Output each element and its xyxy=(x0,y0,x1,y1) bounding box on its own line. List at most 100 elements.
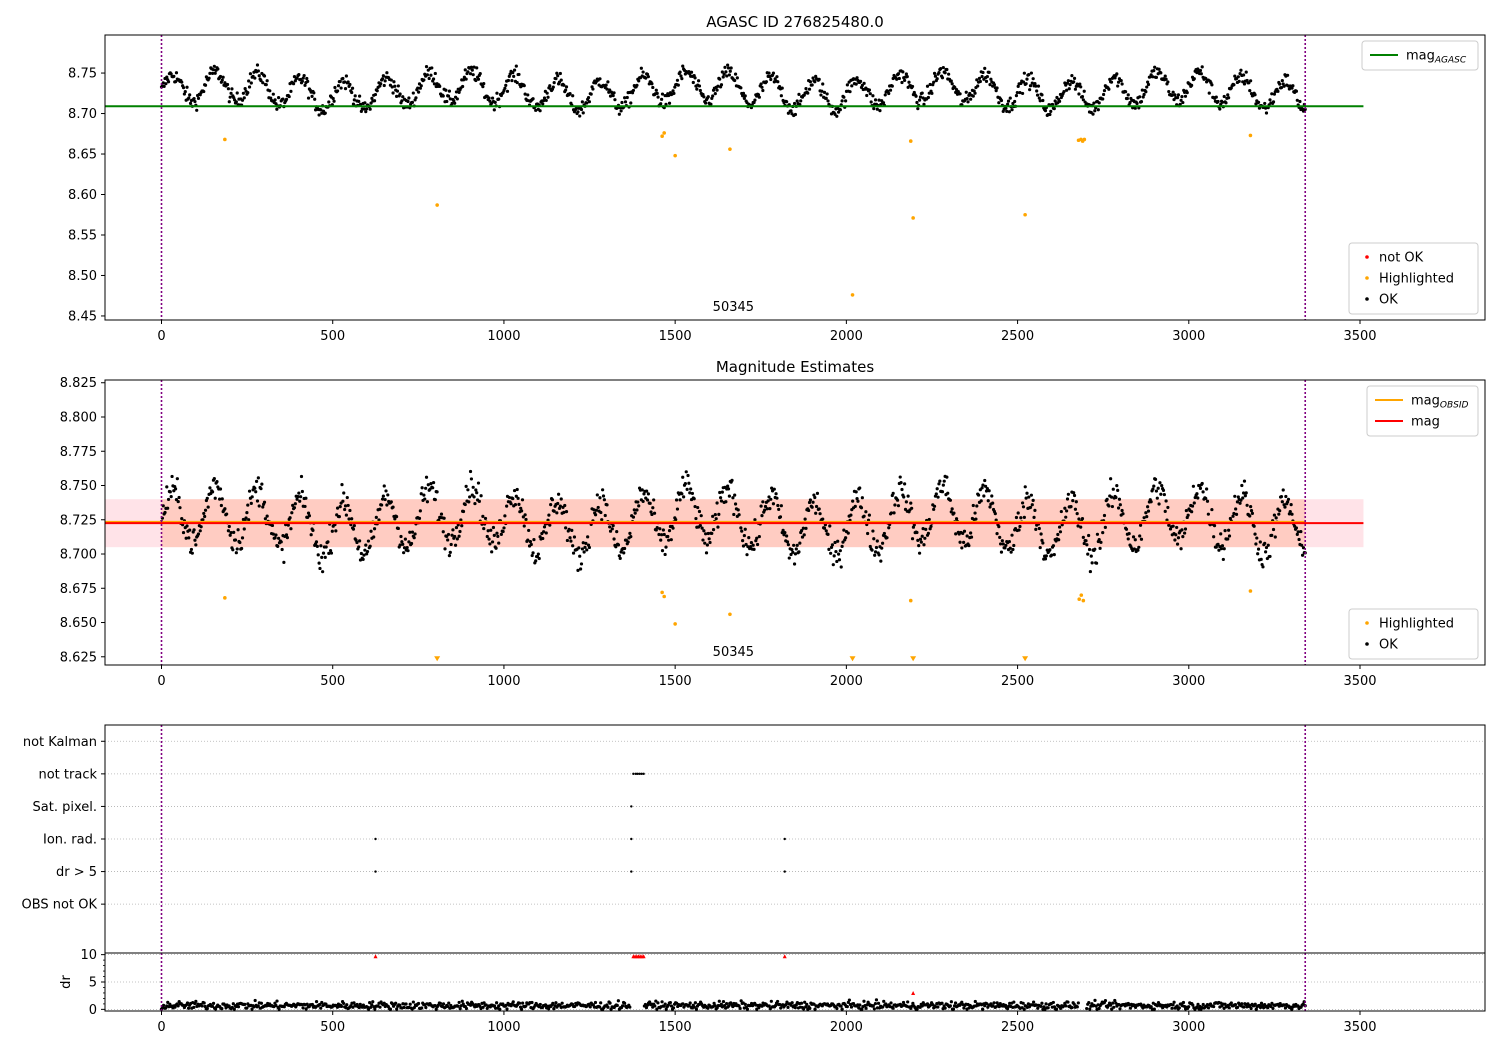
data-point-ok xyxy=(1253,532,1257,536)
data-point-ok xyxy=(309,533,313,537)
data-point-dr xyxy=(304,1007,308,1011)
data-point-ok xyxy=(749,541,754,545)
data-point-ok xyxy=(284,533,289,537)
data-point-ok xyxy=(1192,77,1196,81)
data-point-ok xyxy=(311,528,315,532)
data-point-ok xyxy=(285,536,290,540)
data-point-dr xyxy=(1283,1006,1288,1010)
data-point-ok xyxy=(406,99,410,104)
data-point-ok xyxy=(835,114,839,118)
data-point-ok xyxy=(544,531,548,535)
data-point-ok xyxy=(947,72,951,76)
data-point-flags xyxy=(638,772,641,776)
data-point-ok xyxy=(1004,106,1008,110)
data-point-dr xyxy=(706,1006,710,1010)
data-point-ok xyxy=(538,109,542,113)
data-point-ok xyxy=(856,499,860,503)
data-point-ok xyxy=(755,542,760,547)
data-point-ok xyxy=(635,83,639,87)
data-point-flags xyxy=(642,772,645,776)
data-point-ok xyxy=(1068,83,1072,87)
data-point-dr xyxy=(511,1000,515,1004)
data-point-ok xyxy=(693,76,697,80)
data-point-ok xyxy=(506,78,511,83)
data-point-ok xyxy=(1120,508,1124,513)
data-point-ok xyxy=(347,517,351,521)
data-point-ok xyxy=(249,81,253,85)
data-point-dr xyxy=(1046,1006,1050,1010)
data-point-ok xyxy=(552,81,556,85)
data-point-ok xyxy=(1077,517,1081,521)
data-point-dr xyxy=(1195,1005,1199,1009)
data-point-ok xyxy=(865,93,869,98)
data-point-ok xyxy=(1223,529,1227,533)
data-point-ok xyxy=(1066,492,1070,496)
data-point-ok xyxy=(1207,91,1211,95)
data-point-ok xyxy=(1120,82,1124,86)
data-point-ok xyxy=(531,97,535,101)
x-tick-label: 1500 xyxy=(659,1020,692,1035)
data-point-ok xyxy=(841,540,845,544)
data-point-ok xyxy=(409,541,414,546)
data-point-ok xyxy=(1081,98,1085,102)
data-point-ok xyxy=(975,504,979,508)
data-point-ok xyxy=(679,74,683,78)
data-point-ok xyxy=(978,79,982,84)
data-point-ok xyxy=(319,544,323,548)
data-point-ok xyxy=(1284,494,1288,499)
data-point-ok xyxy=(299,474,304,479)
data-point-ok xyxy=(400,540,404,544)
data-point-dr xyxy=(176,1004,180,1008)
data-point-ok xyxy=(681,475,685,479)
data-point-ok xyxy=(363,101,367,105)
data-point-ok xyxy=(369,101,373,105)
data-point-ok xyxy=(343,87,348,91)
data-point-ok xyxy=(1107,504,1111,508)
data-point-dr xyxy=(644,1005,649,1010)
data-point-ok xyxy=(1263,101,1267,106)
data-point-ok xyxy=(652,511,657,515)
data-point-ok xyxy=(374,515,378,519)
data-point-ok xyxy=(674,518,678,522)
data-point-ok xyxy=(351,527,356,531)
data-point-ok xyxy=(722,72,726,76)
data-point-ok xyxy=(619,109,623,113)
data-point-dr xyxy=(368,1001,372,1005)
data-point-ok xyxy=(261,505,265,509)
data-point-ok xyxy=(1069,505,1073,509)
data-point-ok xyxy=(980,74,984,79)
data-point-ok xyxy=(499,532,503,536)
data-point-dr xyxy=(416,1001,421,1006)
data-point-ok xyxy=(303,504,307,509)
data-point-ok xyxy=(1027,495,1031,499)
data-point-ok xyxy=(673,85,677,89)
data-point-dr xyxy=(1172,1000,1176,1004)
data-point-ok xyxy=(482,526,486,531)
y-tick-label: 8.800 xyxy=(60,410,97,425)
data-point-ok xyxy=(1174,533,1178,537)
data-point-ok xyxy=(671,526,675,530)
data-point-ok xyxy=(941,483,945,487)
data-point-ok xyxy=(1109,80,1114,84)
data-point-dr xyxy=(351,1005,355,1009)
data-point-ok xyxy=(1295,98,1299,102)
data-point-dr xyxy=(1051,1000,1055,1005)
data-point-ok xyxy=(243,86,247,91)
data-point-ok xyxy=(497,541,501,545)
data-point-ok xyxy=(1191,484,1196,488)
data-point-dr xyxy=(767,1004,771,1008)
data-point-dr xyxy=(194,999,198,1003)
data-point-ok xyxy=(859,506,864,510)
data-point-ok xyxy=(926,95,930,100)
data-point-ok xyxy=(688,491,692,495)
data-point-ok xyxy=(1301,546,1306,550)
data-point-ok xyxy=(1023,485,1027,489)
data-point-ok xyxy=(817,77,821,81)
data-point-ok xyxy=(512,488,517,493)
data-point-ok xyxy=(1239,68,1243,72)
data-point-ok xyxy=(641,499,645,504)
data-point-dr xyxy=(739,999,743,1003)
data-point-ok xyxy=(1241,80,1245,84)
data-point-ok xyxy=(238,540,242,545)
data-point-ok xyxy=(745,553,749,557)
